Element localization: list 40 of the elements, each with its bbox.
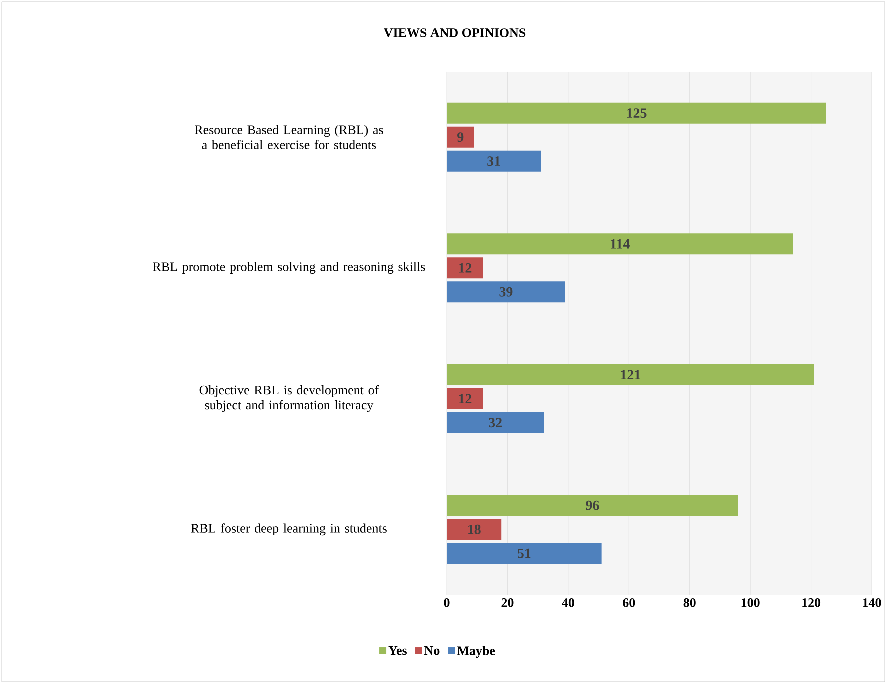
x-tick-label: 120 (802, 598, 821, 608)
data-label: 31 (488, 156, 500, 166)
data-label: 39 (500, 287, 513, 297)
data-label: 32 (489, 418, 502, 428)
bar (447, 126, 474, 148)
x-tick-label: 140 (863, 598, 882, 608)
bar (447, 234, 794, 255)
bar (447, 388, 484, 410)
bar (447, 543, 602, 564)
data-label: 9 (458, 132, 464, 142)
x-tick-label: 100 (742, 598, 760, 608)
data-label: 114 (611, 239, 630, 249)
chart-title: VIEWS AND OPINIONS (384, 28, 526, 38)
x-tick-label: 60 (623, 598, 636, 608)
bar (447, 258, 484, 279)
data-label: 12 (459, 394, 472, 404)
bar (447, 102, 826, 124)
y-tick-label: Objective RBL is development of subject and information literacy (200, 385, 380, 412)
x-tick-label: 80 (684, 598, 696, 608)
data-label: 12 (459, 263, 472, 273)
y-tick-label: RBL promote problem solving and reasoning skills (153, 262, 426, 274)
bar (447, 150, 542, 172)
data-label: 96 (586, 500, 600, 510)
legend-label: No (424, 646, 440, 656)
data-label: 18 (468, 524, 481, 534)
x-tick-label: 0 (444, 598, 450, 608)
y-tick-label: RBL foster deep learning in students (191, 524, 387, 536)
data-label: 125 (627, 108, 647, 118)
bar (447, 519, 502, 540)
y-tick-label: Resource Based Learning (RBL) as a beneficial exercise for students (194, 125, 384, 150)
bar (447, 495, 738, 516)
bar (447, 282, 566, 303)
x-tick-label: 40 (562, 598, 574, 608)
data-label: 121 (621, 370, 640, 380)
data-label: 51 (518, 548, 531, 558)
bar (447, 412, 544, 434)
bar (447, 364, 814, 386)
x-tick-label: 20 (502, 598, 514, 608)
legend-label: Yes (388, 646, 407, 656)
legend-label: Maybe (457, 646, 496, 658)
